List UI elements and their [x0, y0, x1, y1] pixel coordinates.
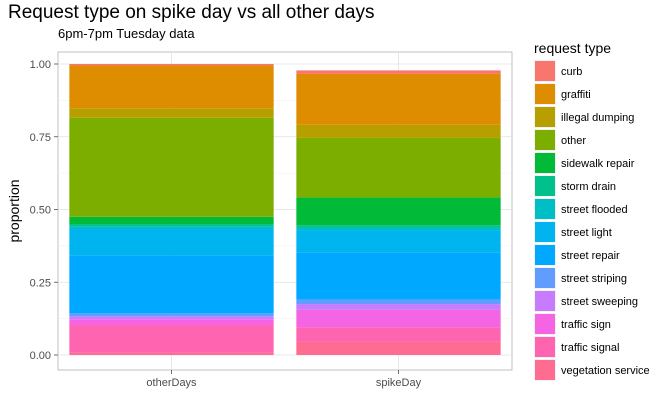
legend-label: street striping	[561, 273, 627, 285]
x-axis-ticks: otherDays spikeDay	[146, 370, 422, 389]
y-tick-label: 0.75	[30, 132, 51, 144]
bar-segment	[296, 70, 501, 74]
bar-segment	[69, 255, 274, 314]
bars	[69, 64, 501, 355]
legend-swatch	[535, 291, 555, 311]
y-tick-label: 0.50	[30, 205, 51, 217]
legend-label: traffic signal	[561, 342, 620, 354]
y-tick-label: 1.00	[30, 59, 51, 71]
bar-segment	[296, 124, 501, 138]
bar-segment	[69, 325, 274, 353]
legend-swatch	[535, 360, 555, 380]
bar-segment	[69, 65, 274, 109]
bar-segment	[69, 352, 274, 355]
legend-swatch	[535, 199, 555, 219]
legend-label: storm drain	[561, 181, 616, 193]
bar-segment	[296, 225, 501, 228]
legend-swatch	[535, 84, 555, 104]
bar-segment	[69, 316, 274, 320]
legend-swatch	[535, 222, 555, 242]
legend-label: street repair	[561, 250, 620, 262]
legend-label: street flooded	[561, 204, 628, 216]
legend-swatch	[535, 176, 555, 196]
y-tick-label: 0.00	[30, 350, 51, 362]
legend: curb graffiti illegal dumping other sidewalk…	[534, 60, 650, 381]
bar-segment	[69, 313, 274, 317]
legend-label: graffiti	[561, 89, 591, 101]
bar-segment	[296, 137, 501, 198]
bar-segment	[296, 230, 501, 253]
legend-label: sidewalk repair	[561, 158, 635, 170]
legend-label: vegetation service	[561, 365, 650, 377]
legend-swatch	[535, 245, 555, 265]
legend-swatch	[535, 107, 555, 127]
legend-label: other	[561, 135, 586, 147]
bar-segment	[69, 117, 274, 217]
x-tick-label: otherDays	[146, 377, 197, 389]
legend-swatch	[535, 130, 555, 150]
chart-title: Request type on spike day vs all other d…	[8, 2, 374, 23]
legend-swatch	[535, 337, 555, 357]
x-tick-label: spikeDay	[376, 377, 422, 389]
legend-label: curb	[561, 66, 582, 78]
legend-label: street light	[561, 227, 612, 239]
legend-swatch	[535, 314, 555, 334]
chart-subtitle: 6pm-7pm Tuesday data	[58, 26, 195, 41]
bar-segment	[296, 252, 501, 300]
bar-segment	[69, 64, 274, 66]
bar-segment	[296, 341, 501, 355]
bar-segment	[69, 216, 274, 225]
y-axis-ticks: 0.00 0.25 0.50 0.75 1.00	[30, 59, 58, 362]
legend-swatch	[535, 268, 555, 288]
bar-segment	[296, 299, 501, 305]
bar-segment	[69, 224, 274, 227]
legend-label: street sweeping	[561, 296, 638, 308]
y-axis-title: proportion	[6, 179, 22, 242]
y-tick-label: 0.25	[30, 277, 51, 289]
bar-segment	[296, 304, 501, 310]
legend-label: illegal dumping	[561, 112, 634, 124]
bar-segment	[69, 108, 274, 118]
legend-title: request type	[534, 40, 611, 56]
bar-segment	[69, 319, 274, 326]
bar-segment	[296, 197, 501, 226]
bar-segment	[296, 327, 501, 342]
bar-segment	[69, 226, 274, 229]
bar-segment	[296, 227, 501, 231]
legend-swatch	[535, 153, 555, 173]
legend-label: traffic sign	[561, 319, 611, 331]
bar-segment	[296, 73, 501, 125]
legend-swatch	[535, 61, 555, 81]
bar-segment	[69, 228, 274, 256]
bar-segment	[296, 309, 501, 328]
